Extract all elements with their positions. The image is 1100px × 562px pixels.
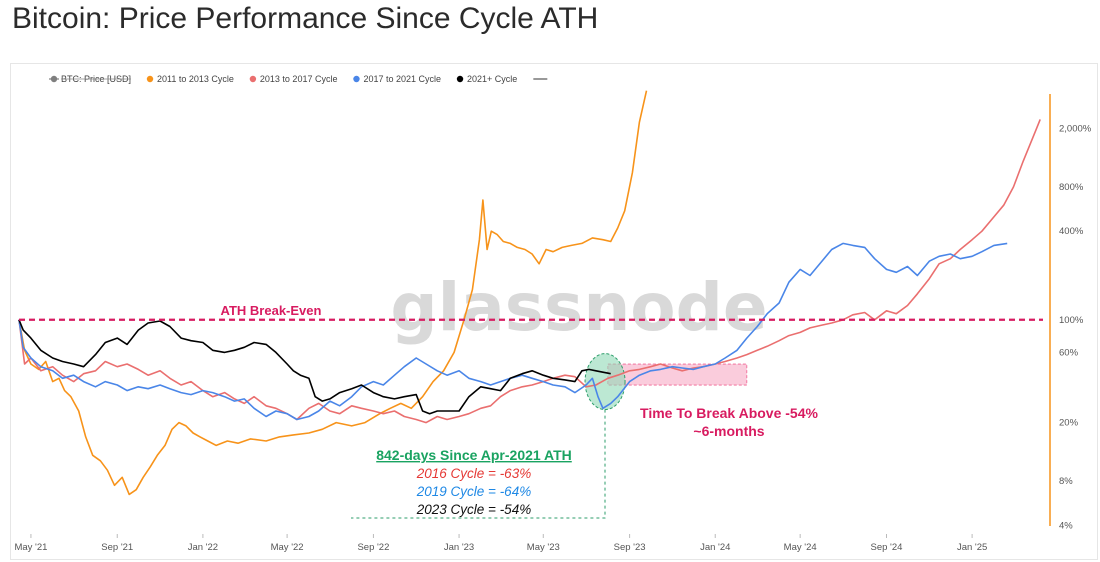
watermark: glassnode [390, 269, 767, 346]
legend-swatch [456, 75, 464, 83]
legend-label: 2013 to 2017 Cycle [260, 74, 338, 84]
y-tick-label: 8% [1059, 476, 1073, 487]
cycle-box-line-2: 2019 Cycle = -64% [416, 484, 531, 499]
x-tick-label: Sep '23 [614, 542, 646, 553]
chart-frame: glassnode ATH Break-Even Time To Break Ab… [10, 63, 1098, 560]
series-line-2011-to-2013-cycle [18, 90, 648, 496]
x-tick-label: Sep '22 [357, 542, 389, 553]
chart-svg: glassnode ATH Break-Even Time To Break Ab… [14, 74, 1092, 553]
x-tick-label: Jan '23 [444, 542, 474, 553]
y-tick-label: 100% [1059, 315, 1084, 326]
y-tick-label: 800% [1059, 182, 1084, 193]
break-above-label: Time To Break Above -54% [640, 405, 818, 421]
y-tick-label: 20% [1059, 418, 1079, 429]
y-tick-label: 400% [1059, 226, 1084, 237]
x-tick-label: Jan '24 [700, 542, 730, 553]
break-above-duration-label: ~6-months [693, 423, 764, 439]
y-tick-label: 4% [1059, 520, 1073, 531]
legend-item-2013-to-2017-cycle[interactable]: 2013 to 2017 Cycle [249, 74, 338, 84]
legend-swatch [146, 75, 154, 83]
legend-item-btc-price-usd[interactable]: BTC: Price [USD] [49, 74, 132, 84]
legend-item-2017-to-2021-cycle[interactable]: 2017 to 2021 Cycle [353, 74, 441, 84]
x-tick-label: May '21 [14, 542, 47, 553]
legend-label: 2021+ Cycle [467, 74, 517, 84]
legend-label: 2011 to 2013 Cycle [157, 74, 234, 84]
y-tick-label: 2,000% [1059, 123, 1092, 134]
series-line-2013-to-2017-cycle [18, 119, 1041, 424]
cycle-box-line-1: 2016 Cycle = -63% [416, 466, 531, 481]
x-tick-label: Jan '22 [188, 542, 218, 553]
x-tick-label: Sep '24 [871, 542, 903, 553]
current-cycle-highlight-ellipse [584, 353, 626, 411]
x-tick-label: May '22 [271, 542, 304, 553]
page-title: Bitcoin: Price Performance Since Cycle A… [12, 2, 599, 35]
legend-item-2011-to-2013-cycle[interactable]: 2011 to 2013 Cycle [146, 74, 234, 84]
ath-break-even-label: ATH Break-Even [221, 303, 322, 318]
series-line-2021-cycle [18, 319, 611, 415]
x-tick-label: Jan '25 [957, 542, 987, 553]
legend-item-2021-cycle[interactable]: 2021+ Cycle [456, 74, 517, 84]
cycle-box-connector [351, 409, 606, 519]
cycle-box-title: 842-days Since Apr-2021 ATH [376, 447, 572, 463]
legend-swatch [353, 75, 360, 83]
legend-label: 2017 to 2021 Cycle [363, 74, 441, 84]
cycle-box-line-3: 2023 Cycle = -54% [416, 502, 531, 517]
y-tick-label: 60% [1059, 347, 1079, 358]
x-tick-label: May '23 [527, 542, 560, 553]
legend-swatch [249, 75, 257, 83]
legend-swatch [50, 75, 58, 83]
x-tick-label: May '24 [784, 542, 817, 553]
x-tick-label: Sep '21 [101, 542, 133, 553]
